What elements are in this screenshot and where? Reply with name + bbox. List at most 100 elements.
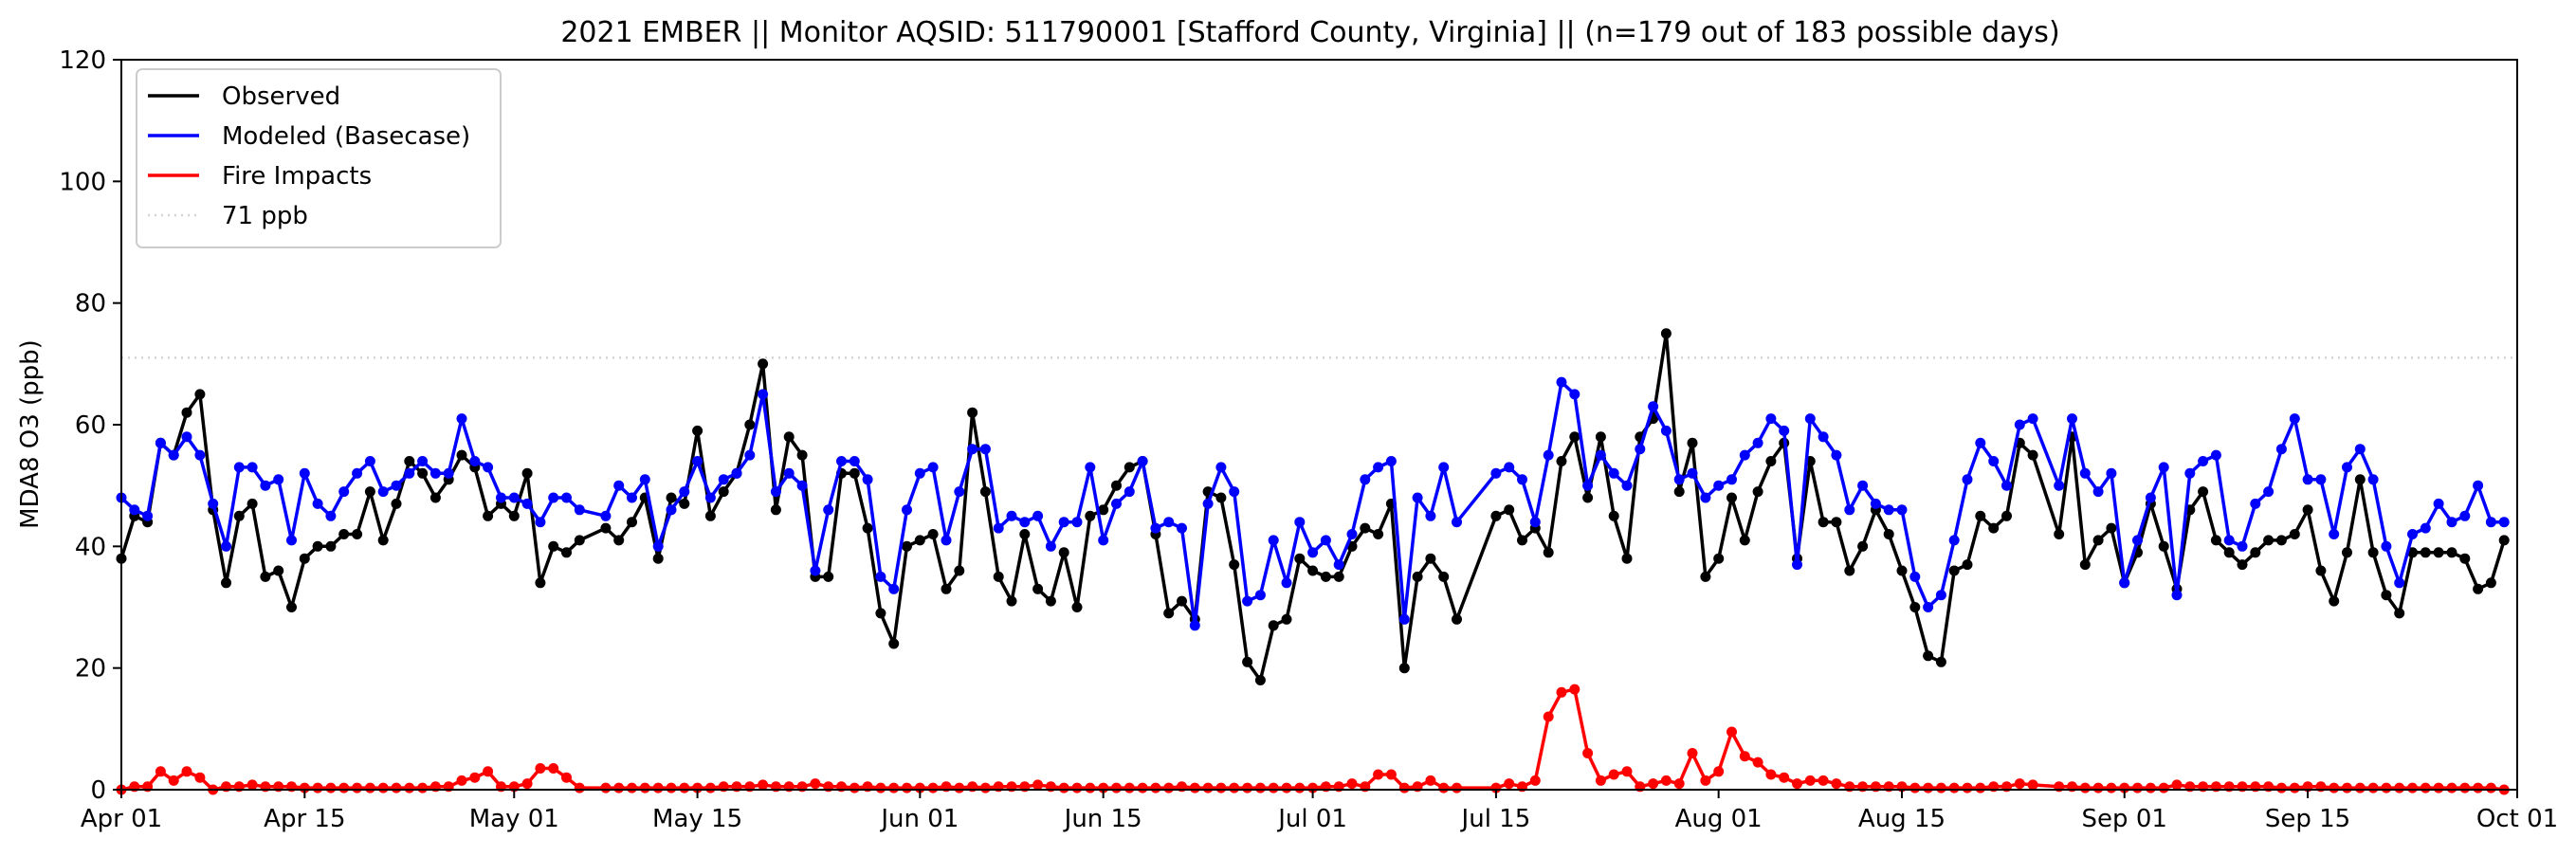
data-point [679,498,690,509]
data-point [1268,535,1279,546]
data-point [744,419,756,430]
data-point [2407,529,2418,539]
data-point [1189,620,1200,631]
data-point [2289,529,2300,539]
x-tick-label: Sep 01 [2082,805,2167,833]
data-point [2342,547,2352,558]
data-point [993,571,1004,582]
data-point [338,782,350,793]
data-point [2302,504,2313,516]
data-point [862,474,873,485]
data-point [600,782,612,793]
data-point [1935,656,1946,667]
data-point [1582,748,1594,758]
data-point [783,431,795,443]
data-point [954,782,965,793]
data-point [521,498,533,509]
data-point [1215,492,1227,503]
data-point [1071,602,1083,612]
data-point [1071,517,1083,528]
data-point [221,577,231,589]
data-point [927,462,939,473]
data-point [2079,782,2091,793]
data-point [1648,778,1659,790]
data-point [1660,425,1672,436]
data-point [1215,782,1227,793]
data-point [2459,782,2471,793]
data-point [1988,522,2000,534]
data-point [1975,510,1986,521]
data-point [2420,782,2431,793]
data-point [1595,449,1606,461]
data-point [666,504,677,516]
data-point [377,486,389,498]
data-point [849,467,860,479]
y-tick-label: 100 [59,168,106,196]
x-tick-label: Jul 15 [1460,805,1531,833]
data-point [1281,613,1292,625]
data-point [731,467,742,479]
data-point [770,504,781,516]
data-point [941,583,952,594]
data-point [1556,686,1567,698]
data-point [456,413,467,425]
data-point [1124,782,1135,793]
data-point [2145,782,2156,793]
data-point [1948,535,1960,546]
data-point [1700,775,1711,786]
data-point [1857,540,1869,552]
data-point [927,529,939,539]
data-point [1163,608,1175,619]
data-point [2354,474,2366,485]
data-point [1385,769,1397,780]
data-point [1883,504,1894,516]
data-point [1058,547,1069,558]
data-point [1268,620,1279,631]
y-axis: 0 20 40 60 80 100 120 [59,46,121,805]
data-point [1608,769,1619,780]
data-point [456,775,467,786]
data-point [364,782,375,793]
x-tick-label: May 01 [469,805,559,833]
data-point [2171,590,2183,601]
data-point [1582,480,1594,491]
data-point [2354,782,2366,793]
data-point [810,565,821,576]
data-point [429,492,441,503]
data-point [823,504,834,516]
data-point [429,467,441,479]
data-point [352,529,363,539]
data-point [1242,656,1253,667]
data-point [352,467,363,479]
data-point [2407,782,2418,793]
data-point [1831,778,1842,790]
data-point [1739,751,1750,762]
data-point [875,608,886,619]
data-point [561,492,572,503]
data-point [2210,449,2221,461]
data-point [2106,522,2117,534]
x-tick-label: Oct 01 [2476,805,2558,833]
data-point [561,547,572,558]
data-point [2106,782,2117,793]
data-point [1948,782,1960,793]
data-point [247,498,258,509]
data-point [1504,504,1515,516]
data-point [1373,529,1384,539]
data-point [2446,547,2457,558]
data-point [1150,782,1161,793]
data-point [1071,782,1083,793]
data-point [2473,782,2484,793]
data-point [1569,684,1580,695]
data-point [1543,547,1554,558]
data-point [2394,577,2405,589]
data-point [1792,559,1802,571]
x-tick-label: Aug 15 [1858,805,1946,833]
data-point [1517,474,1527,485]
data-point [1163,517,1175,528]
data-point [758,389,769,400]
data-point [2158,782,2169,793]
data-point [967,407,978,418]
data-point [483,766,494,777]
